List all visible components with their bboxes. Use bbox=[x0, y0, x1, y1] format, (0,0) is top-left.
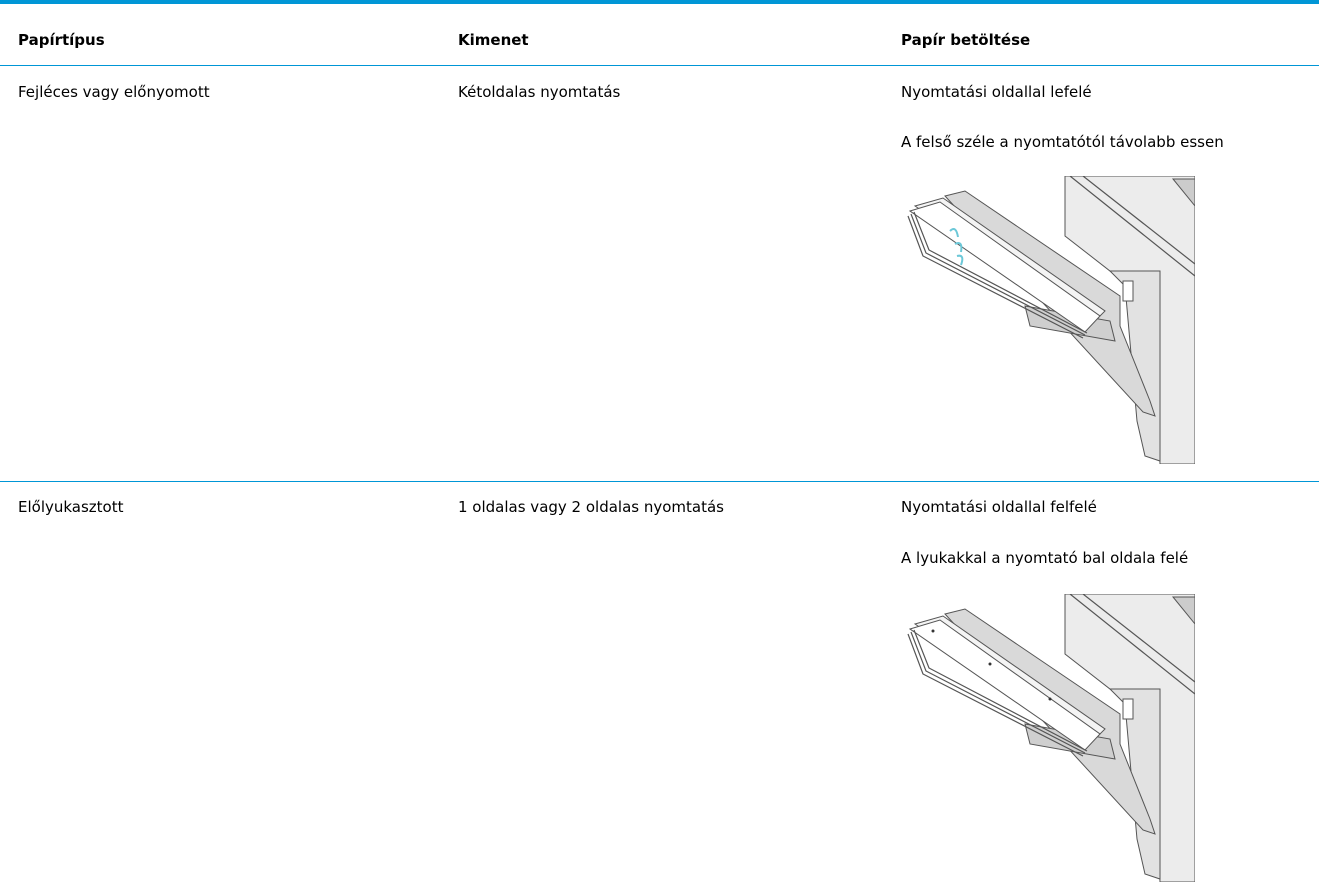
header-cell: Papír betöltése bbox=[901, 31, 1031, 49]
header-cell: Kimenet bbox=[458, 31, 529, 49]
cell-line: A felső széle a nyomtatótól távolabb ess… bbox=[901, 133, 1224, 151]
row-rule bbox=[0, 481, 1319, 482]
cell: Kétoldalas nyomtatás bbox=[458, 83, 621, 101]
cell: 1 oldalas vagy 2 oldalas nyomtatás bbox=[458, 498, 724, 516]
header-rule bbox=[0, 65, 1319, 66]
top-rule bbox=[0, 0, 1319, 4]
cell-line: A lyukakkal a nyomtató bal oldala felé bbox=[901, 549, 1189, 567]
cell-line: Nyomtatási oldallal lefelé bbox=[901, 83, 1092, 101]
header-cell: Papírtípus bbox=[18, 31, 105, 49]
cell-line: Nyomtatási oldallal felfelé bbox=[901, 498, 1097, 516]
cell: Fejléces vagy előnyomott bbox=[18, 83, 210, 101]
printer-illustration bbox=[907, 176, 1195, 464]
printer-illustration bbox=[907, 594, 1195, 882]
cell: Előlyukasztott bbox=[18, 498, 124, 516]
